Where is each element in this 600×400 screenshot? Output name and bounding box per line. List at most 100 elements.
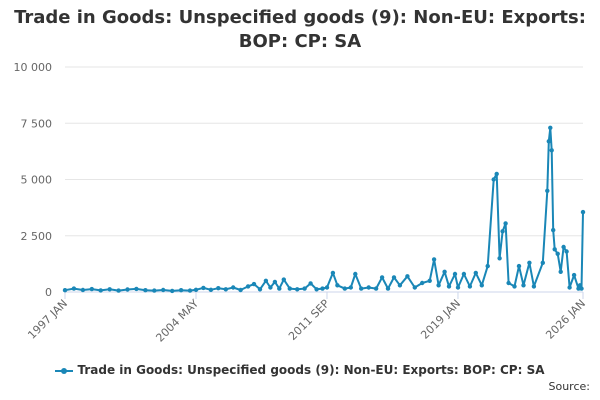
data-point[interactable] [503, 221, 508, 226]
data-point[interactable] [359, 286, 364, 291]
legend[interactable]: Trade in Goods: Unspecified goods (9): N… [0, 363, 600, 377]
data-point[interactable] [561, 244, 566, 250]
data-point[interactable] [580, 209, 586, 215]
data-point[interactable] [125, 287, 130, 292]
data-point[interactable] [335, 283, 340, 288]
data-point[interactable] [446, 284, 452, 289]
y-tick-label: 5 000 [21, 174, 53, 187]
data-point[interactable] [579, 286, 584, 291]
data-point[interactable] [540, 260, 545, 265]
data-point[interactable] [461, 271, 467, 277]
data-point[interactable] [479, 283, 484, 288]
data-point[interactable] [531, 284, 537, 289]
data-point[interactable] [314, 287, 319, 292]
data-point[interactable] [494, 171, 499, 177]
data-point[interactable] [452, 271, 458, 277]
data-point[interactable] [193, 287, 199, 292]
data-point[interactable] [342, 286, 347, 291]
data-point[interactable] [397, 283, 403, 288]
data-point[interactable] [353, 271, 358, 277]
data-point[interactable] [98, 288, 103, 293]
data-point[interactable] [467, 284, 473, 289]
data-point[interactable] [455, 285, 461, 290]
data-point[interactable] [251, 281, 257, 287]
data-point[interactable] [257, 287, 263, 292]
data-point[interactable] [178, 288, 184, 293]
data-point[interactable] [500, 229, 505, 234]
data-point[interactable] [107, 287, 112, 292]
data-point[interactable] [223, 287, 228, 292]
data-point[interactable] [442, 269, 447, 274]
data-point[interactable] [62, 288, 68, 293]
data-point[interactable] [545, 188, 550, 193]
data-point[interactable] [485, 263, 490, 269]
data-point[interactable] [379, 275, 385, 280]
data-point[interactable] [245, 284, 251, 289]
data-point[interactable] [201, 285, 206, 291]
data-point[interactable] [431, 257, 437, 262]
data-point[interactable] [558, 269, 563, 274]
data-point[interactable] [366, 285, 371, 290]
data-point[interactable] [116, 288, 121, 293]
data-point[interactable] [231, 285, 236, 290]
data-point[interactable] [308, 281, 313, 286]
data-point[interactable] [238, 287, 243, 293]
data-point[interactable] [577, 283, 583, 288]
data-point[interactable] [521, 283, 526, 288]
data-point[interactable] [548, 125, 553, 130]
data-point[interactable] [277, 286, 282, 291]
data-point[interactable] [373, 286, 379, 291]
data-point[interactable] [272, 279, 278, 285]
data-point[interactable] [427, 278, 432, 283]
data-point[interactable] [412, 285, 417, 290]
data-point[interactable] [216, 286, 221, 291]
y-tick-label: 2 500 [21, 230, 53, 243]
data-point[interactable] [170, 288, 175, 294]
data-point[interactable] [80, 287, 86, 293]
chart-title-line-1: Trade in Goods: Unspecified goods (9): N… [14, 7, 586, 28]
data-point[interactable] [263, 278, 269, 283]
x-axis: 1997 JAN 2004 MAY 2011 SEP 2019 JAN 2026 JAN [25, 292, 588, 345]
data-point[interactable] [89, 286, 95, 292]
data-point[interactable] [555, 251, 560, 256]
data-point[interactable] [71, 286, 77, 291]
data-point[interactable] [549, 148, 554, 153]
data-point[interactable] [161, 287, 166, 293]
y-tick-label: 0 [45, 286, 52, 299]
data-point[interactable] [324, 285, 330, 290]
data-point[interactable] [491, 177, 496, 182]
data-point[interactable] [516, 263, 522, 269]
data-point[interactable] [143, 288, 148, 293]
data-point[interactable] [295, 287, 300, 292]
data-point[interactable] [436, 283, 441, 288]
data-point[interactable] [405, 274, 410, 279]
data-point[interactable] [134, 286, 139, 292]
data-point[interactable] [287, 286, 292, 291]
data-point[interactable] [420, 280, 425, 286]
data-point[interactable] [571, 272, 577, 278]
data-point[interactable] [385, 286, 391, 291]
data-point[interactable] [152, 288, 157, 293]
data-point[interactable] [320, 286, 325, 291]
data-point[interactable] [546, 139, 551, 144]
data-point[interactable] [302, 286, 307, 291]
data-point[interactable] [512, 284, 517, 289]
data-point[interactable] [268, 285, 273, 290]
data-point[interactable] [348, 285, 353, 290]
data-point[interactable] [497, 256, 502, 261]
data-point[interactable] [330, 270, 336, 276]
data-point[interactable] [564, 249, 569, 254]
series-line[interactable] [64, 126, 584, 292]
data-point[interactable] [391, 275, 397, 280]
data-point[interactable] [281, 277, 286, 282]
data-point[interactable] [208, 287, 214, 292]
source-label[interactable]: Source: [548, 380, 591, 393]
data-point[interactable] [506, 280, 511, 286]
data-point[interactable] [187, 288, 193, 293]
data-point[interactable] [527, 260, 532, 265]
data-point[interactable] [567, 285, 572, 290]
y-tick-label: 7 500 [21, 117, 53, 130]
data-point[interactable] [473, 270, 478, 276]
data-point[interactable] [552, 247, 557, 252]
data-point[interactable] [551, 227, 556, 233]
